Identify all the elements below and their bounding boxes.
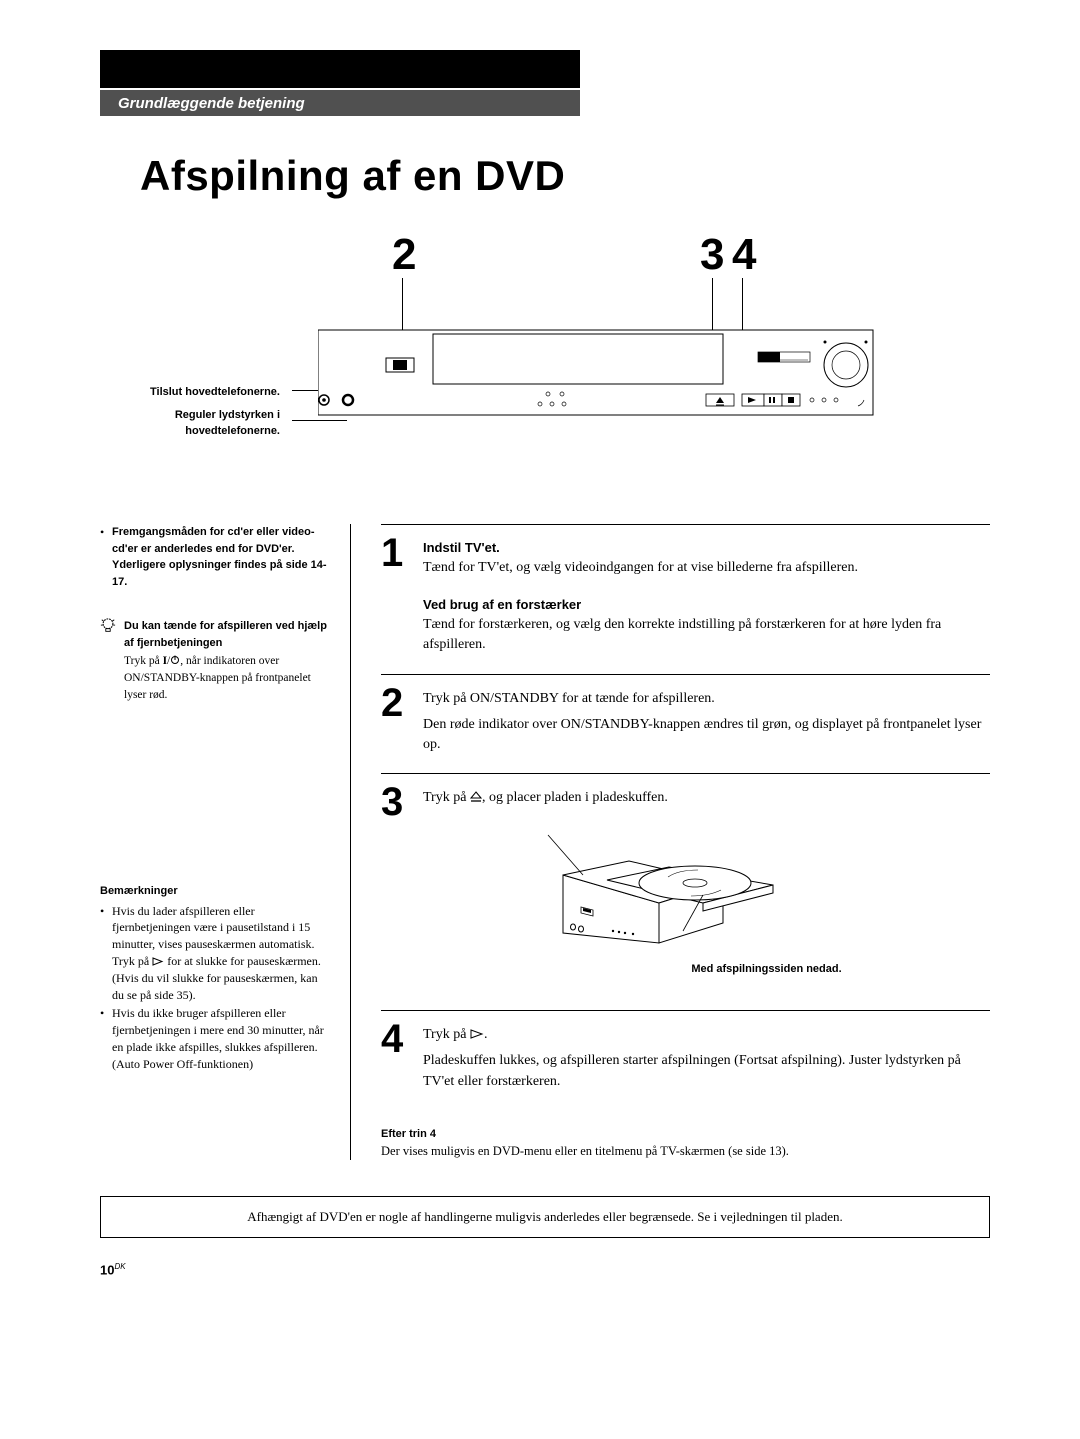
step-number-1: 1	[381, 533, 409, 656]
sidebar-tip: Du kan tænde for afspilleren ved hjælp a…	[124, 618, 332, 704]
diagram-labels: Tilslut hovedtelefonerne. Reguler lydsty…	[100, 385, 280, 439]
callout-number-2: 2	[392, 230, 416, 280]
section-title: Grundlæggende betjening	[118, 95, 305, 112]
step1-heading: Indstil TV'et.	[423, 539, 990, 558]
eject-icon	[470, 791, 482, 802]
lightbulb-tip-icon	[100, 618, 116, 634]
sidebar: • Fremgangsmåden for cd'er eller video-c…	[100, 524, 350, 1160]
footer-note-box: Afhængigt af DVD'en er nogle af handling…	[100, 1196, 990, 1238]
footer-note-text: Afhængigt af DVD'en er nogle af handling…	[247, 1209, 842, 1224]
sidebar-tip-title: Du kan tænde for afspilleren ved hjælp a…	[124, 620, 327, 649]
page-number-suffix: DK	[114, 1262, 125, 1271]
sidebar-tip-body-a: Tryk på	[124, 655, 163, 667]
page-number: 10DK	[100, 1262, 990, 1277]
power-icon	[170, 655, 180, 665]
step4-line1-b: .	[484, 1027, 488, 1042]
step-number-2: 2	[381, 683, 409, 756]
label-volume: Reguler lydstyrken i hovedtelefonerne.	[100, 408, 280, 439]
sidebar-note-autopoweroff: Hvis du ikke bruger afspilleren eller fj…	[112, 1005, 332, 1072]
callout-number-3: 3	[700, 230, 724, 280]
tip-power-prefix: I	[163, 655, 167, 667]
disc-tray-illustration	[543, 825, 783, 945]
step3-body-a: Tryk på	[423, 790, 470, 805]
step-number-3: 3	[381, 782, 409, 978]
callout-number-4: 4	[732, 230, 756, 280]
label-headphones: Tilslut hovedtelefonerne.	[100, 385, 280, 400]
play-icon	[470, 1029, 484, 1039]
step3-caption: Med afspilningssiden nedad.	[543, 962, 990, 978]
page-title: Afspilning af en DVD	[140, 152, 990, 200]
sidebar-note-cd: Fremgangsmåden for cd'er eller video-cd'…	[112, 524, 332, 557]
sidebar-note-pageref: Yderligere oplysninger findes på side 14…	[112, 557, 332, 590]
step1-subheading: Ved brug af en forstærker	[423, 596, 990, 615]
player-diagram: 2 3 4 Tilslut hovedtelefonerne. Reguler …	[100, 230, 990, 490]
step-number-4: 4	[381, 1019, 409, 1092]
page-number-value: 10	[100, 1263, 114, 1278]
dvd-player-front-illustration	[318, 300, 878, 420]
after-step-body: Der vises muligvis en DVD-menu eller en …	[381, 1143, 990, 1161]
label-leader-line	[292, 420, 347, 421]
step4-line2: Pladeskuffen lukkes, og afspilleren star…	[423, 1051, 990, 1092]
step2-line1: Tryk på ON/STANDBY for at tænde for afsp…	[423, 689, 990, 709]
main-content: 1 Indstil TV'et. Tænd for TV'et, og vælg…	[351, 524, 990, 1160]
step1-subbody: Tænd for forstærkeren, og vælg den korre…	[423, 615, 990, 656]
step2-line2: Den røde indikator over ON/STANDBY-knapp…	[423, 715, 990, 756]
header-black-bar	[100, 50, 580, 88]
play-icon	[152, 957, 164, 966]
step4-line1-a: Tryk på	[423, 1027, 470, 1042]
after-step-heading: Efter trin 4	[381, 1128, 990, 1140]
section-bar: Grundlæggende betjening	[100, 90, 580, 116]
sidebar-notes-heading: Bemærkninger	[100, 884, 332, 899]
step1-body: Tænd for TV'et, og vælg videoindgangen f…	[423, 558, 990, 578]
step3-body-b: , og placer pladen i pladeskuffen.	[482, 790, 668, 805]
